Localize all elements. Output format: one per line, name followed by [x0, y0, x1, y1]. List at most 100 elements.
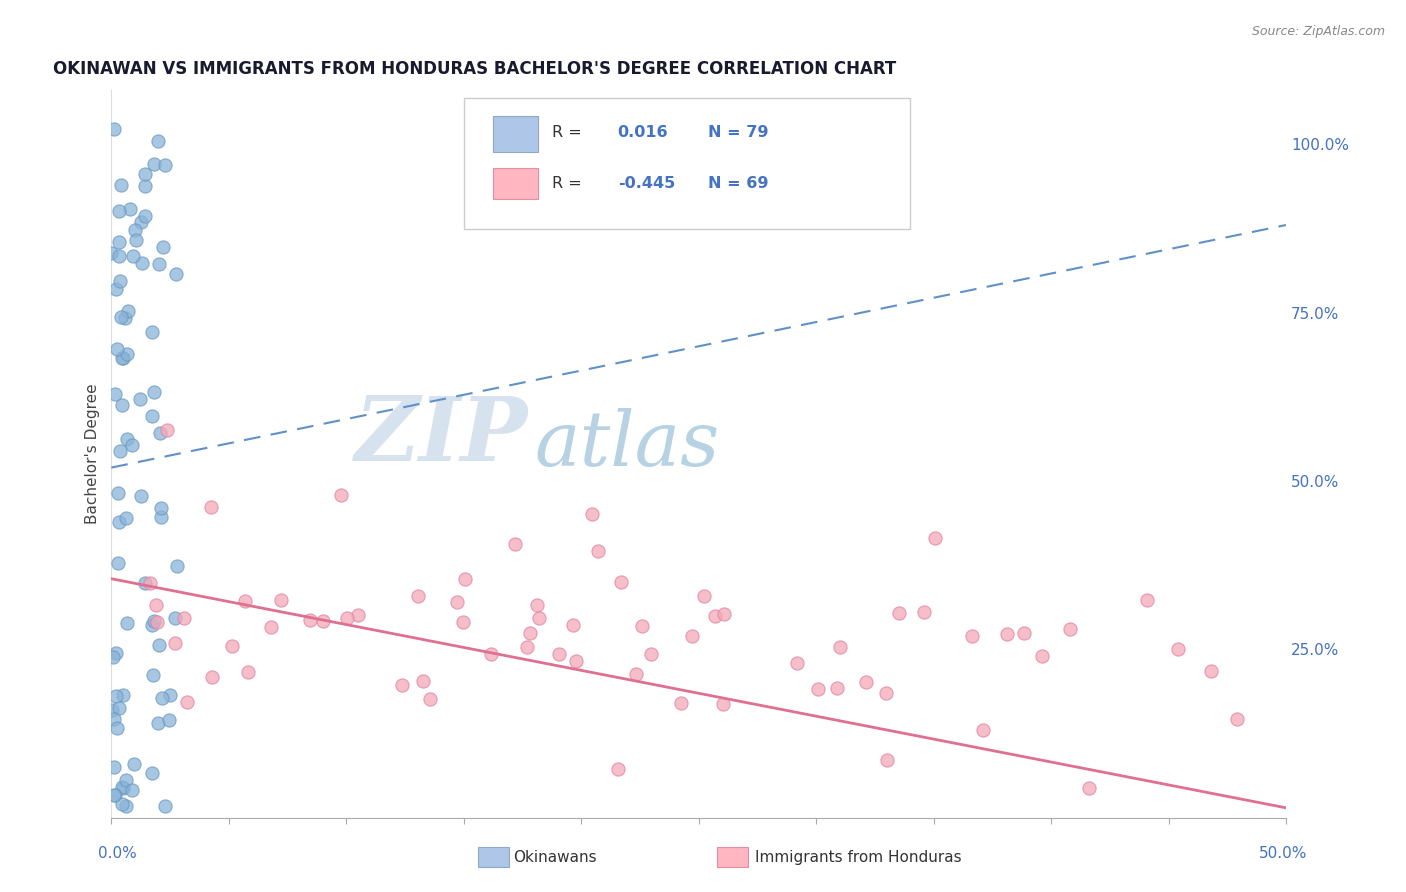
- Point: [711, 698, 734, 712]
- Point: [631, 619, 654, 633]
- Point: [108, 443, 131, 458]
- FancyBboxPatch shape: [464, 97, 910, 228]
- Point: [108, 204, 131, 219]
- Point: [104, 386, 127, 401]
- Point: [108, 274, 131, 288]
- Point: [825, 681, 848, 695]
- Point: [108, 249, 131, 263]
- Point: [640, 647, 662, 661]
- Point: [610, 574, 633, 589]
- Point: [453, 572, 475, 586]
- Text: Immigrants from Honduras: Immigrants from Honduras: [755, 850, 962, 864]
- Point: [111, 399, 134, 413]
- Text: 50.0%: 50.0%: [1260, 846, 1308, 861]
- Point: [125, 233, 148, 247]
- Point: [141, 326, 163, 340]
- Text: R =: R =: [553, 125, 586, 140]
- Point: [149, 510, 172, 524]
- Text: Source: ZipAtlas.com: Source: ZipAtlas.com: [1251, 25, 1385, 38]
- Text: -0.445: -0.445: [617, 176, 675, 191]
- Text: Okinawans: Okinawans: [513, 850, 596, 864]
- Point: [148, 426, 170, 441]
- Point: [347, 608, 370, 623]
- Point: [107, 516, 129, 530]
- Point: [446, 595, 468, 609]
- Point: [121, 438, 143, 452]
- Point: [148, 257, 170, 271]
- Point: [669, 696, 692, 710]
- Point: [165, 636, 187, 650]
- Point: [153, 158, 176, 172]
- Point: [112, 780, 135, 795]
- Point: [200, 500, 222, 514]
- Point: [108, 235, 131, 249]
- Point: [139, 576, 162, 591]
- Point: [1012, 626, 1035, 640]
- Point: [703, 609, 725, 624]
- Point: [117, 303, 139, 318]
- Point: [150, 500, 173, 515]
- Point: [786, 656, 808, 670]
- Point: [121, 783, 143, 797]
- Point: [451, 615, 474, 629]
- Point: [150, 690, 173, 705]
- Point: [114, 311, 136, 326]
- Point: [103, 788, 125, 802]
- Point: [107, 556, 129, 570]
- Point: [114, 799, 136, 814]
- Text: R =: R =: [553, 176, 586, 191]
- Point: [152, 240, 174, 254]
- Point: [713, 607, 735, 622]
- Point: [419, 692, 441, 706]
- Point: [156, 423, 179, 437]
- Point: [693, 590, 716, 604]
- Point: [103, 122, 125, 136]
- Point: [1136, 593, 1159, 607]
- Point: [146, 615, 169, 629]
- Point: [233, 593, 256, 607]
- Point: [1078, 780, 1101, 795]
- Point: [176, 695, 198, 709]
- Point: [335, 611, 357, 625]
- Point: [1059, 622, 1081, 636]
- Point: [129, 489, 152, 503]
- Point: [105, 281, 128, 295]
- Point: [1031, 649, 1053, 664]
- Point: [124, 223, 146, 237]
- Point: [972, 723, 994, 737]
- Point: [141, 617, 163, 632]
- Point: [412, 674, 434, 689]
- Point: [134, 179, 156, 194]
- Bar: [494, 116, 537, 153]
- Point: [807, 681, 830, 696]
- Point: [624, 666, 647, 681]
- Point: [581, 507, 603, 521]
- Point: [270, 593, 292, 607]
- Point: [121, 249, 143, 263]
- Point: [129, 392, 152, 406]
- Point: [165, 267, 187, 281]
- Point: [236, 665, 259, 679]
- Point: [163, 610, 186, 624]
- Point: [107, 721, 129, 735]
- Point: [875, 686, 897, 700]
- Text: 0.0%: 0.0%: [98, 846, 138, 861]
- Point: [391, 677, 413, 691]
- Point: [562, 618, 585, 632]
- Point: [111, 797, 134, 811]
- Point: [146, 134, 169, 148]
- Point: [105, 689, 128, 703]
- Text: OKINAWAN VS IMMIGRANTS FROM HONDURAS BACHELOR'S DEGREE CORRELATION CHART: OKINAWAN VS IMMIGRANTS FROM HONDURAS BAC…: [52, 60, 896, 78]
- Point: [101, 650, 124, 665]
- Point: [526, 599, 548, 613]
- Point: [889, 606, 911, 620]
- Text: N = 79: N = 79: [709, 125, 769, 140]
- Point: [143, 157, 166, 171]
- Point: [104, 789, 127, 803]
- Point: [115, 615, 138, 630]
- Point: [681, 629, 703, 643]
- Point: [110, 178, 132, 193]
- Point: [111, 688, 134, 702]
- Point: [107, 701, 129, 715]
- Point: [173, 611, 195, 625]
